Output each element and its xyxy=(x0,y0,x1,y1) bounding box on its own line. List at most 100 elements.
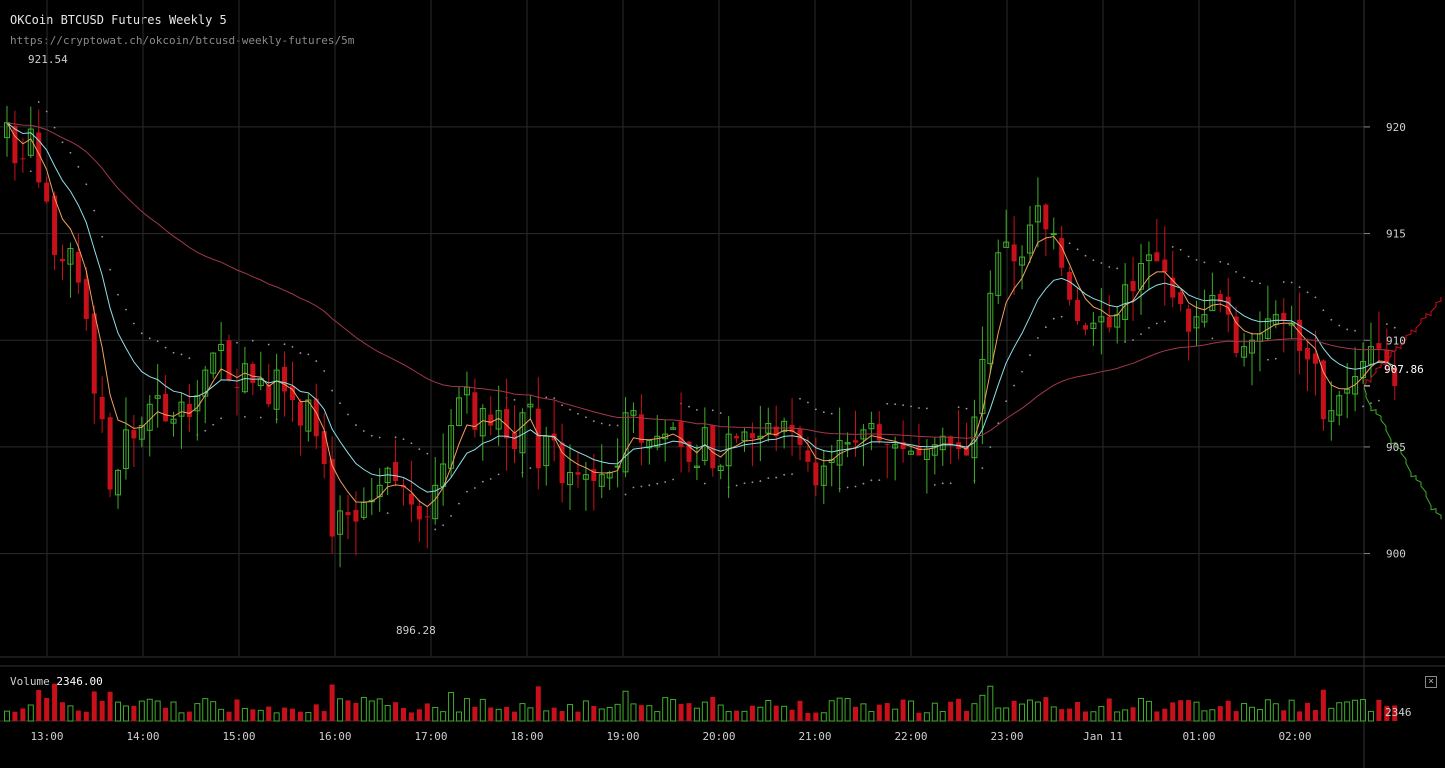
volume-bar xyxy=(1186,700,1192,721)
volume-bar xyxy=(146,698,153,722)
sar-dot xyxy=(362,430,365,432)
candle-body xyxy=(1320,360,1326,420)
sar-dot xyxy=(759,480,762,482)
sar-dot xyxy=(584,416,587,419)
sar-dot xyxy=(497,473,500,476)
volume-bar xyxy=(1217,706,1223,721)
volume-bar xyxy=(1090,711,1097,722)
sar-dot xyxy=(29,170,32,173)
chart-url[interactable]: https://cryptowat.ch/okcoin/btcusd-weekl… xyxy=(10,34,355,47)
volume-bar xyxy=(360,696,367,722)
candle-body xyxy=(1186,308,1192,332)
sar-dot xyxy=(807,401,809,404)
volume-bar xyxy=(853,706,859,721)
candle-body xyxy=(646,440,653,449)
candle-body xyxy=(463,386,470,396)
volume-bar xyxy=(329,684,335,721)
volume-bar xyxy=(1019,703,1026,722)
volume-bar xyxy=(710,697,716,721)
candle-body xyxy=(678,421,684,447)
candle-body xyxy=(844,442,851,445)
volume-axis-label: 2346 xyxy=(1385,706,1412,719)
candle-body xyxy=(701,427,708,461)
candle-body xyxy=(52,195,58,255)
candle-body xyxy=(1043,204,1049,230)
sar-dot xyxy=(1148,326,1150,329)
candle-body xyxy=(1122,284,1129,320)
sar-dot xyxy=(1219,260,1222,263)
close-icon[interactable]: × xyxy=(1425,676,1437,688)
candle-body xyxy=(313,398,319,437)
sar-dot xyxy=(743,482,746,485)
volume-bar xyxy=(1264,699,1271,722)
sar-dot xyxy=(608,424,611,427)
sar-dot xyxy=(386,512,389,515)
sar-dot xyxy=(941,482,944,485)
volume-bar xyxy=(297,711,303,721)
candle-body xyxy=(614,465,621,468)
sar-dot xyxy=(1052,317,1055,320)
volume-bar xyxy=(432,706,439,722)
candle-body xyxy=(1209,294,1216,312)
sar-dot xyxy=(1274,357,1277,360)
volume-bar xyxy=(916,712,922,721)
volume-bar xyxy=(4,710,10,722)
sar-dot xyxy=(473,487,476,489)
candle-body xyxy=(1145,254,1152,262)
volume-bar xyxy=(282,707,288,721)
volume-bar xyxy=(1145,700,1152,722)
candle-body xyxy=(131,429,137,439)
volume-bar xyxy=(1106,698,1112,721)
sar-dot xyxy=(1171,246,1174,248)
candle-body xyxy=(1098,316,1105,323)
sar-dot xyxy=(1227,263,1230,265)
ema-slow-line xyxy=(6,122,1396,493)
moving-averages xyxy=(6,122,1396,508)
sar-dot xyxy=(489,478,492,480)
candle-body xyxy=(717,465,724,471)
candle-body xyxy=(1090,322,1097,329)
volume-bar xyxy=(1312,710,1318,721)
candle-body xyxy=(1130,281,1136,292)
candle-body xyxy=(900,441,906,450)
candle-body xyxy=(1233,316,1239,354)
sar-dot xyxy=(1290,281,1293,284)
candle-body xyxy=(1384,349,1390,364)
volume-bars xyxy=(4,683,1398,722)
volume-bar xyxy=(376,698,383,722)
sar-dot xyxy=(703,482,706,485)
sar-dot xyxy=(1354,329,1356,332)
sar-dot xyxy=(481,480,484,483)
candle-body xyxy=(107,417,113,490)
sar-dot xyxy=(164,346,167,349)
x-tick-label: 22:00 xyxy=(894,730,927,743)
candle-body xyxy=(868,422,875,430)
sar-dot xyxy=(870,479,873,482)
sar-dot xyxy=(1251,280,1253,283)
volume-bar xyxy=(884,703,890,721)
x-tick-label: 20:00 xyxy=(702,730,735,743)
candle-body xyxy=(297,401,303,426)
volume-bar xyxy=(67,705,74,722)
volume-bar xyxy=(1178,700,1184,721)
sar-dot xyxy=(910,405,912,408)
volume-bar xyxy=(472,706,478,721)
sar-dot xyxy=(1100,262,1103,264)
time-axis: 13:00 14:00 15:00 16:00 17:00 18:00 19:00 20:00… xyxy=(30,730,1311,743)
sar-dot xyxy=(688,405,690,408)
sar-dot xyxy=(1370,402,1372,405)
sar-dot xyxy=(418,448,421,450)
sar-dot xyxy=(1298,286,1301,288)
volume-bar xyxy=(828,700,835,722)
volume-bar xyxy=(1050,706,1057,722)
sar-dot xyxy=(918,407,920,409)
sar-dot xyxy=(656,482,659,485)
volume-bar xyxy=(844,698,851,722)
volume-bar xyxy=(717,704,724,722)
sar-dot xyxy=(339,402,341,405)
candle-body xyxy=(416,505,422,520)
x-tick-label: 13:00 xyxy=(30,730,63,743)
candle-body xyxy=(20,158,26,160)
volume-bar xyxy=(591,705,597,721)
